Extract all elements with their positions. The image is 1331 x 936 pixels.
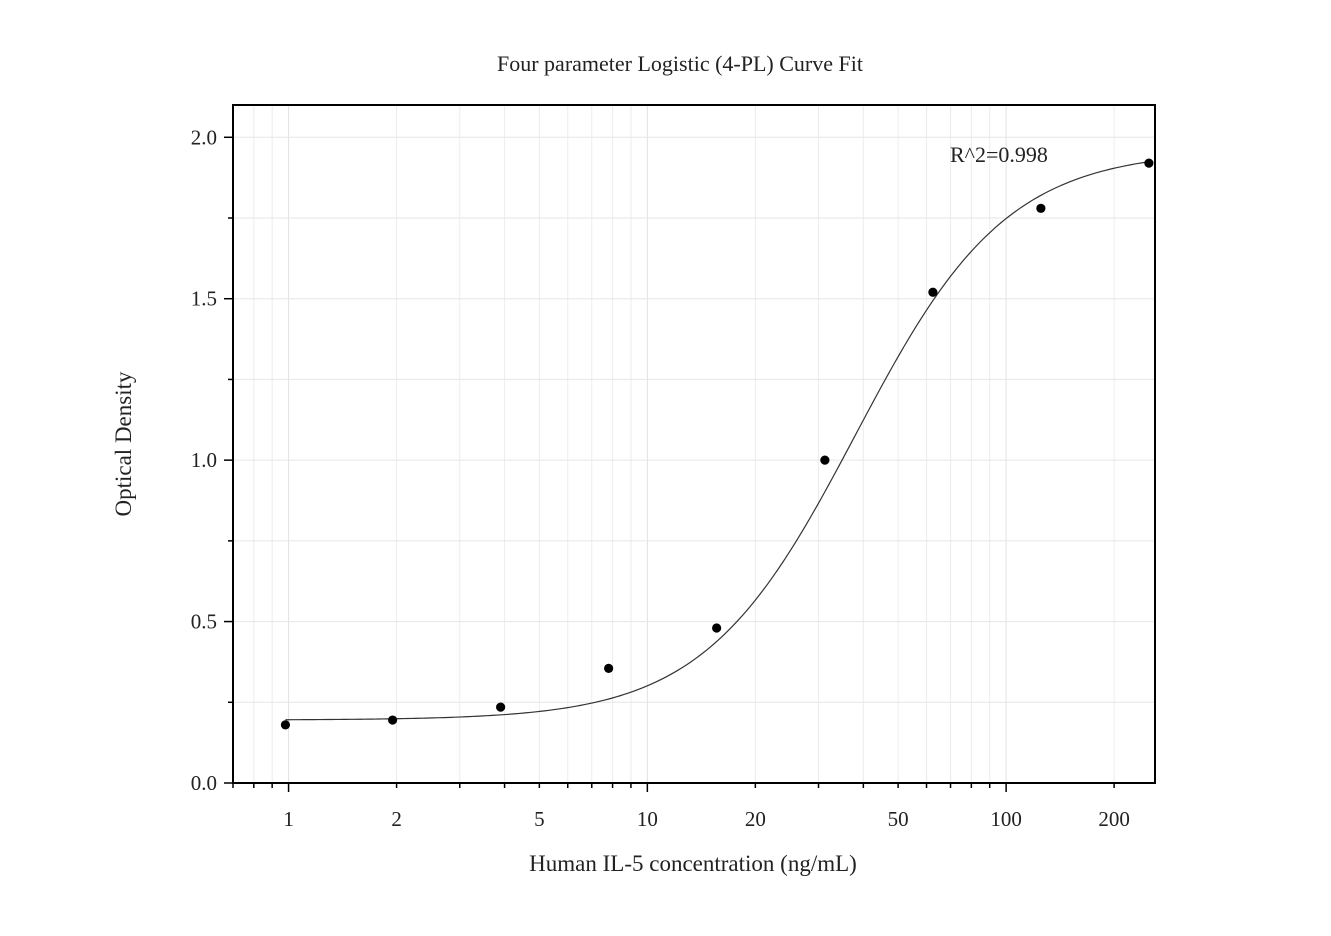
data-point (604, 663, 614, 673)
x-tick-label: 5 (534, 807, 545, 831)
x-tick-label: 1 (283, 807, 294, 831)
data-point (388, 715, 398, 725)
y-tick-label: 1.0 (191, 448, 217, 472)
y-tick-label: 0.5 (191, 610, 217, 634)
x-tick-label: 200 (1098, 807, 1130, 831)
y-tick-label: 1.5 (191, 287, 217, 311)
axis-ticks (224, 136, 1115, 792)
chart-title: Four parameter Logistic (4-PL) Curve Fit (497, 51, 863, 76)
plot-frame (232, 104, 1156, 784)
minor-gridlines-x (232, 105, 1115, 783)
data-point (1036, 203, 1046, 213)
gridlines-y (233, 136, 1155, 703)
y-axis-label: Optical Density (111, 371, 136, 516)
y-tick-label: 0.0 (191, 771, 217, 795)
x-tick-label: 10 (637, 807, 658, 831)
data-point (712, 623, 722, 633)
x-axis-label: Human IL-5 concentration (ng/mL) (529, 851, 857, 876)
data-point (1144, 158, 1154, 168)
x-tick-label: 20 (745, 807, 766, 831)
data-point (280, 720, 291, 730)
data-point (928, 287, 938, 297)
data-point (496, 702, 506, 712)
data-point (820, 455, 830, 465)
x-tick-label: 100 (990, 807, 1022, 831)
tick-labels: 1 2 5 10 20 50 100 200 0.0 0.5 1.0 1.5 2.0 (191, 125, 1130, 831)
fitted-4pl-curve (285, 161, 1149, 721)
y-tick-label: 2.0 (191, 125, 217, 149)
data-points (280, 158, 1154, 730)
r-squared-annotation: R^2=0.998 (950, 142, 1048, 167)
x-tick-label: 50 (888, 807, 909, 831)
x-tick-label: 2 (391, 807, 402, 831)
